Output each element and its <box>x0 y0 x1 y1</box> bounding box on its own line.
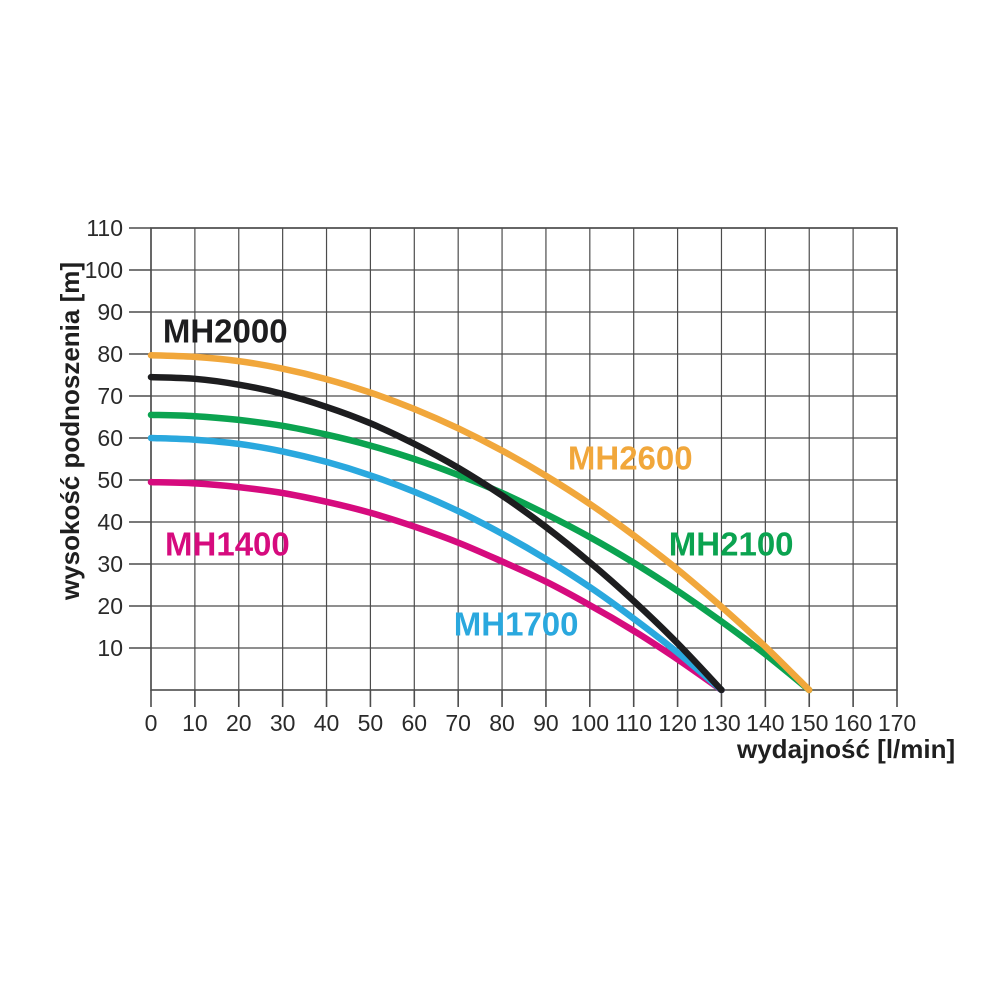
x-tick-label: 70 <box>445 710 471 736</box>
x-tick-label: 90 <box>533 710 559 736</box>
y-tick-label: 20 <box>97 593 123 619</box>
x-tick-label: 80 <box>489 710 515 736</box>
y-tick-label: 70 <box>97 383 123 409</box>
x-tick-label: 100 <box>571 710 609 736</box>
tick-marks <box>129 227 898 707</box>
x-tick-label: 60 <box>401 710 427 736</box>
x-tick-label: 120 <box>658 710 696 736</box>
x-tick-label: 110 <box>615 710 652 736</box>
curve-label-MH1700: MH1700 <box>453 605 579 643</box>
curves <box>147 352 813 694</box>
y-axis-title: wysokość podnoszenia [m] <box>55 261 85 601</box>
x-tick-label: 30 <box>270 710 296 736</box>
curve-label-MH1400: MH1400 <box>165 525 290 563</box>
x-tick-label: 0 <box>145 710 158 736</box>
curve-MH1400 <box>147 478 725 694</box>
y-tick-label: 60 <box>97 425 123 451</box>
y-tick-label: 80 <box>97 341 123 367</box>
y-tick-label: 110 <box>86 215 123 241</box>
x-tick-label: 160 <box>834 710 872 736</box>
x-tick-label: 10 <box>182 710 208 736</box>
curve-label-MH2000: MH2000 <box>162 312 288 350</box>
plot-border <box>150 227 898 691</box>
x-tick-label: 50 <box>358 710 384 736</box>
x-tick-label: 140 <box>746 710 784 736</box>
curve-label-MH2600: MH2600 <box>567 439 693 477</box>
y-tick-label: 40 <box>97 509 123 535</box>
x-tick-label: 20 <box>226 710 252 736</box>
y-tick-label: 90 <box>97 299 123 325</box>
x-tick-label: 170 <box>878 710 916 736</box>
y-tick-label: 30 <box>97 551 123 577</box>
curve-MH2000 <box>147 373 725 694</box>
curve-MH1700 <box>147 434 725 694</box>
y-tick-label: 100 <box>85 257 123 283</box>
x-tick-label: 150 <box>790 710 828 736</box>
x-tick-label: 40 <box>314 710 340 736</box>
x-axis-title: wydajność [l/min] <box>737 734 956 764</box>
curve-label-MH2100: MH2100 <box>668 525 794 563</box>
y-tick-label: 10 <box>97 635 123 661</box>
y-tick-label: 50 <box>97 467 123 493</box>
tick-labels: 0 10 20 30 40 50 60 70 80 90 100 110 120 130 140 150 160… <box>85 215 917 736</box>
curve-MH2600 <box>147 352 813 694</box>
x-tick-label: 130 <box>702 710 740 736</box>
